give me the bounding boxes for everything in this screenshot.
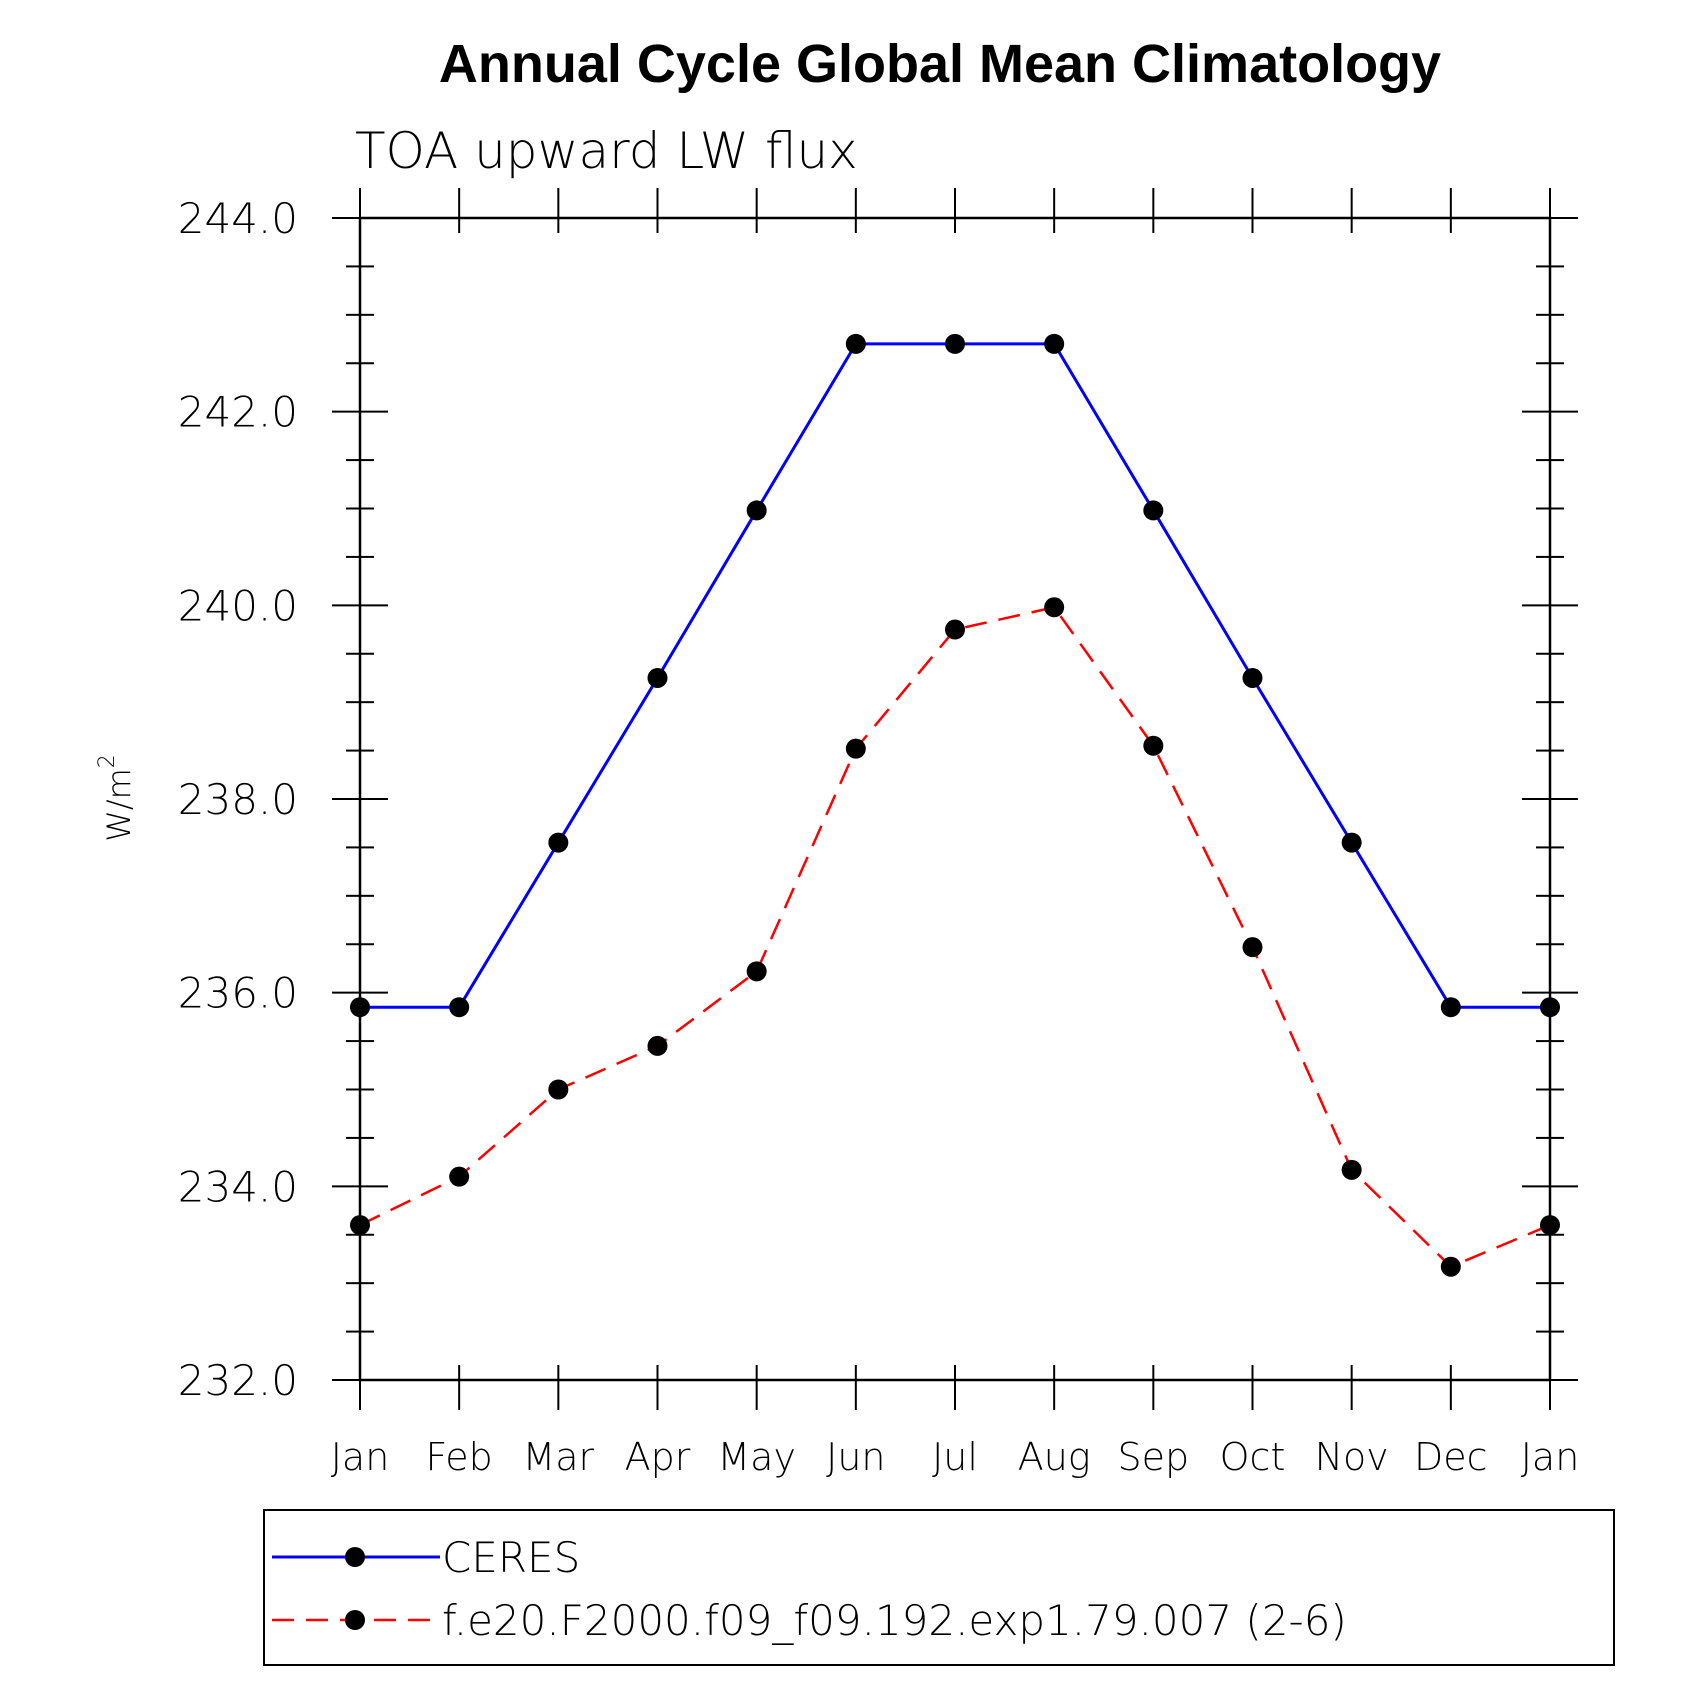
legend-label-ceres: CERES — [442, 1533, 580, 1582]
chart-title: Annual Cycle Global Mean Climatology — [439, 34, 1441, 94]
y-tick-label: 238.0 — [178, 775, 298, 824]
y-tick-label: 242.0 — [178, 388, 298, 437]
data-point-model — [1540, 1215, 1560, 1236]
x-tick-label: Apr — [625, 1435, 691, 1479]
x-tick-label: Oct — [1220, 1435, 1286, 1479]
plot-frame — [358, 216, 1552, 1382]
data-point-model — [945, 619, 965, 640]
x-tick-label: Mar — [522, 1435, 594, 1479]
data-point-ceres — [1540, 997, 1560, 1018]
data-point-model — [449, 1166, 470, 1187]
y-tick-label: 236.0 — [178, 969, 298, 1018]
x-tick-label: Jul — [932, 1435, 978, 1479]
data-point-model — [746, 961, 767, 982]
legend: CERES f.e20.F2000.f09_f09.192.exp1.79.00… — [263, 1509, 1615, 1666]
data-point-model — [1341, 1159, 1362, 1180]
chart-subtitle: TOA upward LW flux — [355, 122, 858, 180]
x-tick-label: Nov — [1315, 1435, 1389, 1479]
data-point-ceres — [1341, 832, 1362, 853]
y-axis-label: W/m2 — [95, 754, 138, 842]
data-point-model — [350, 1215, 370, 1236]
y-tick-label: 240.0 — [178, 581, 298, 630]
data-point-ceres — [845, 333, 866, 354]
x-tick-label: May — [717, 1435, 796, 1479]
x-tick-label: Feb — [426, 1435, 493, 1479]
legend-box — [263, 1509, 1615, 1666]
data-point-ceres — [1440, 997, 1461, 1018]
x-tick-label: Jan — [331, 1435, 390, 1479]
data-point-ceres — [1242, 667, 1263, 688]
data-point-ceres — [945, 333, 965, 354]
legend-marker-model — [345, 1610, 365, 1630]
legend-label-model: f.e20.F2000.f09_f09.192.exp1.79.007 (2-6… — [442, 1596, 1347, 1645]
data-point-model — [548, 1079, 569, 1100]
data-point-ceres — [1044, 333, 1065, 354]
data-point-ceres — [746, 500, 767, 521]
data-point-model — [1440, 1256, 1461, 1277]
x-tick-label: Dec — [1414, 1435, 1488, 1479]
y-axis: 232.0 234.0 236.0 238.0 240.0 242.0 244.0 — [178, 194, 1578, 1405]
x-tick-label: Jun — [826, 1435, 885, 1479]
y-tick-label: 244.0 — [178, 194, 298, 243]
data-point-ceres — [647, 667, 668, 688]
data-point-model — [1143, 735, 1164, 756]
y-tick-label: 232.0 — [178, 1356, 298, 1405]
data-point-ceres — [1143, 500, 1164, 521]
data-point-model — [1044, 597, 1065, 618]
x-tick-label: Sep — [1118, 1435, 1190, 1479]
data-point-model — [845, 738, 866, 759]
legend-marker-ceres — [345, 1547, 365, 1567]
data-point-ceres — [350, 997, 370, 1018]
series-layer — [350, 333, 1560, 1277]
data-point-ceres — [548, 832, 569, 853]
series-line-ceres — [360, 342, 1550, 1009]
x-axis: Jan Feb Mar Apr May Jun Jul Aug Sep Oct Nov Dec Jan — [331, 188, 1580, 1479]
x-tick-label: Aug — [1018, 1435, 1091, 1479]
data-point-model — [1242, 937, 1263, 958]
x-tick-label: Jan — [1521, 1435, 1580, 1479]
data-point-ceres — [449, 997, 470, 1018]
series-line-model — [359, 605, 1551, 1269]
data-point-model — [647, 1035, 668, 1056]
plot-border — [358, 216, 1552, 1382]
y-tick-label: 234.0 — [178, 1162, 298, 1211]
